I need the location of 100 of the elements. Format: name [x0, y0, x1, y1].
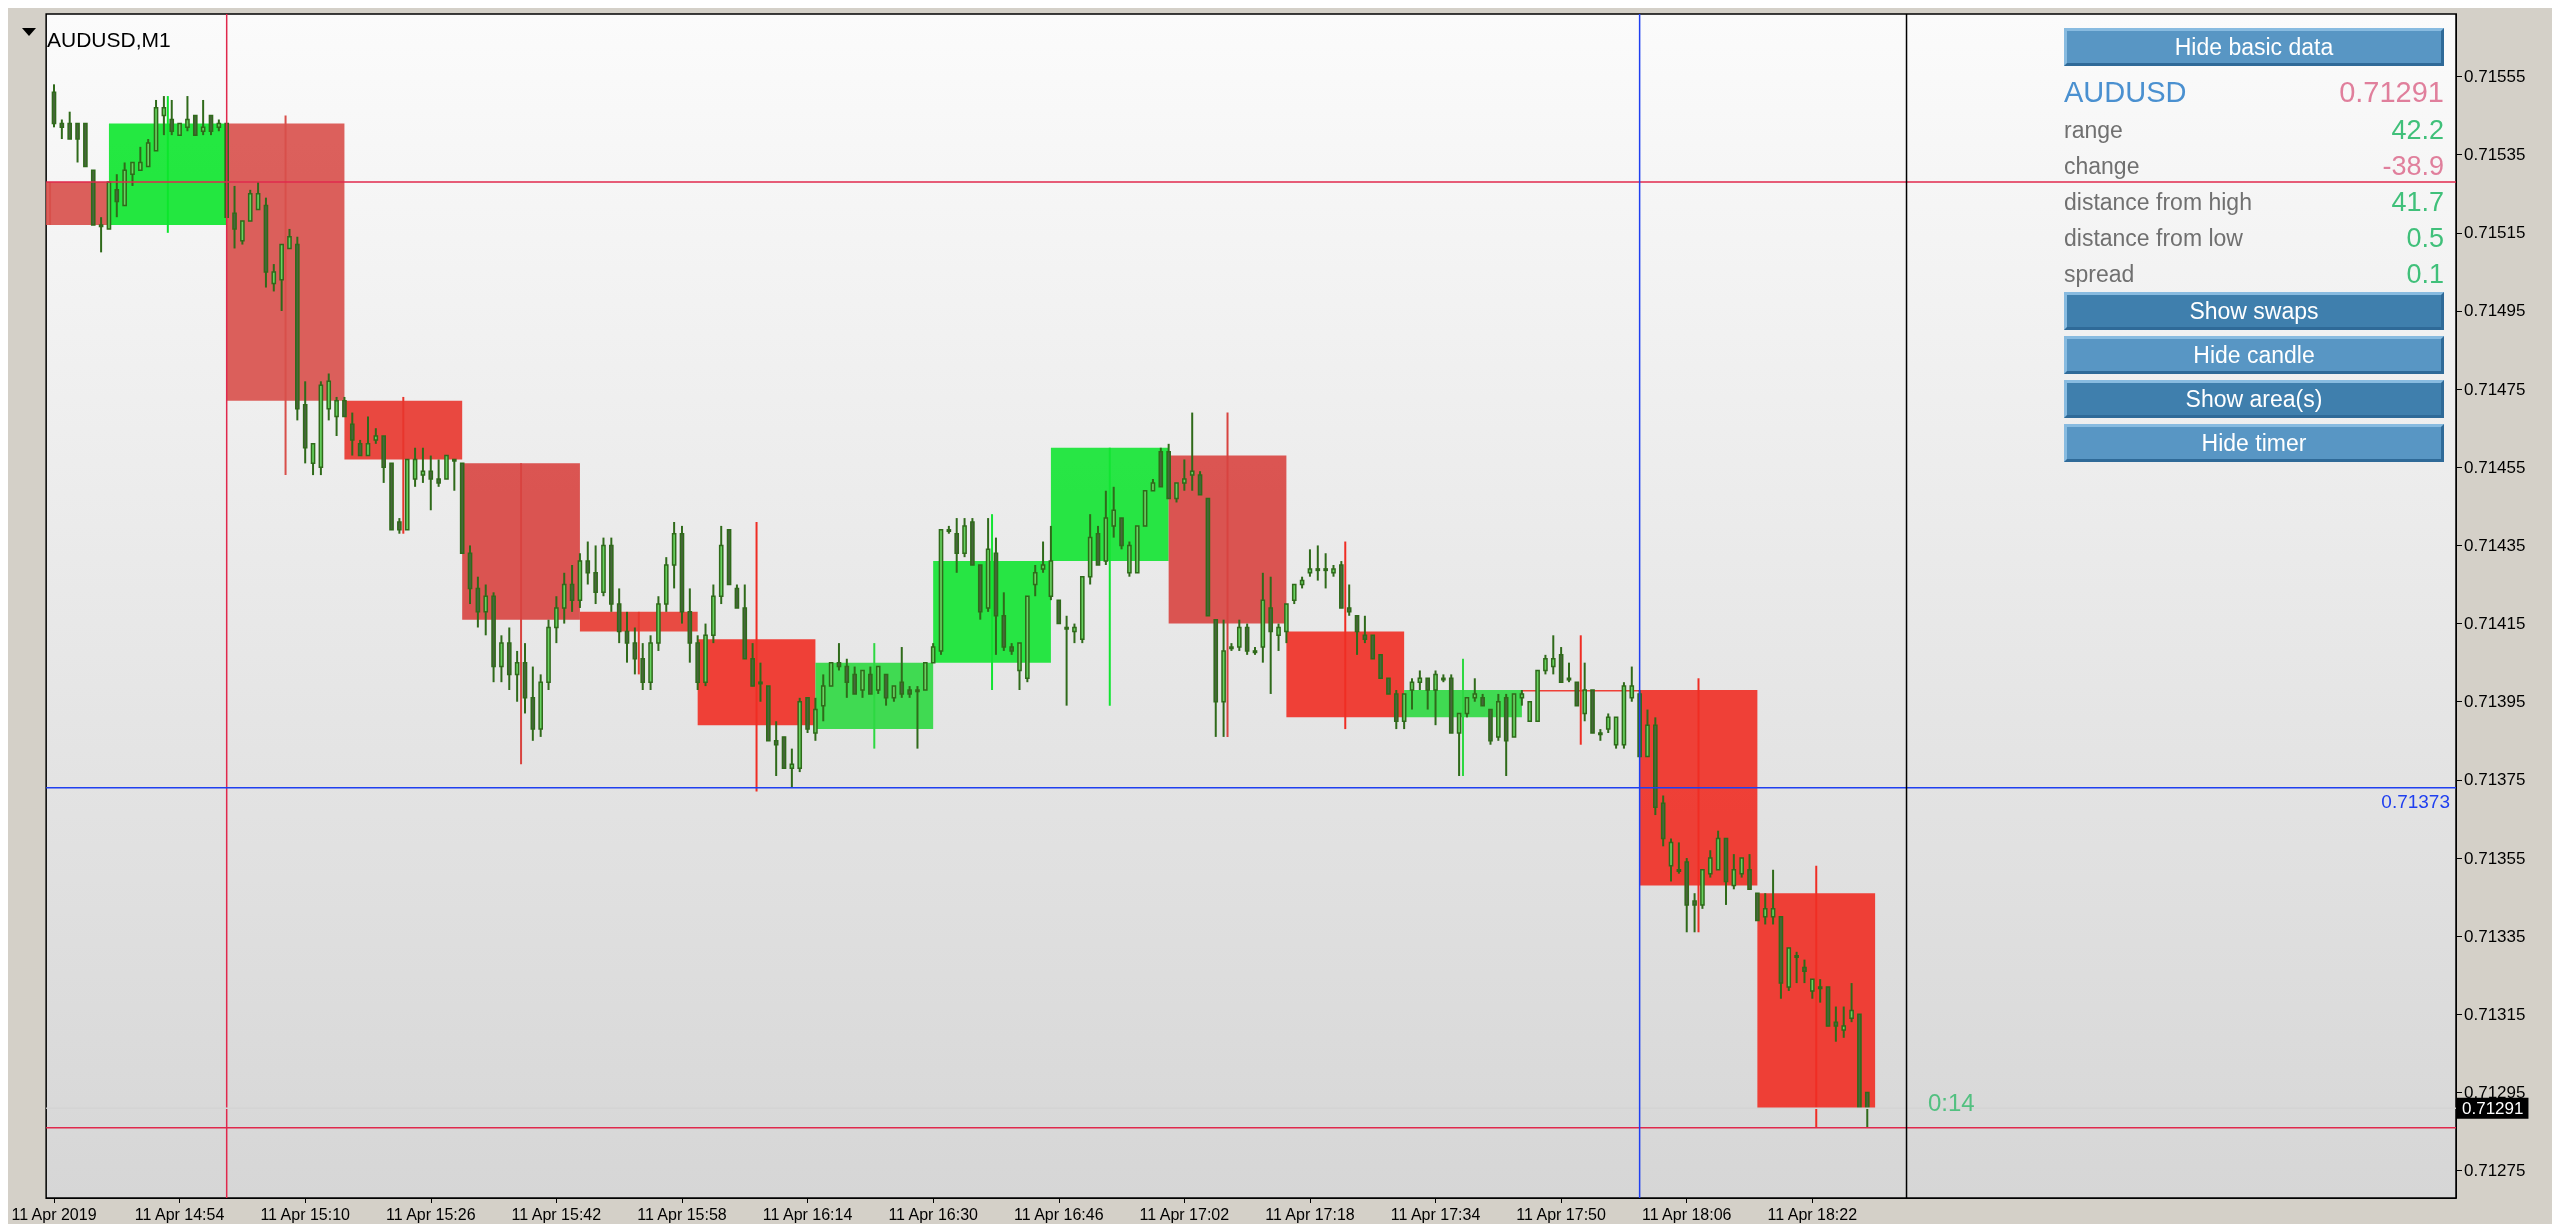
candlestick	[1315, 544, 1321, 582]
button: Hide timer	[2064, 424, 2444, 462]
candlestick	[813, 696, 818, 742]
x-tick-label: 11 Apr 17:50	[1516, 1205, 1607, 1223]
candlestick	[130, 161, 135, 187]
x-tick-label: 11 Apr 17:02	[1139, 1205, 1230, 1223]
candlestick	[1747, 853, 1752, 891]
candlestick	[1707, 849, 1713, 879]
candlestick	[561, 571, 567, 625]
x-tick-label: 11 Apr 17:34	[1390, 1205, 1481, 1223]
candlestick	[452, 458, 457, 492]
x-tick-label: 11 Apr 14:54	[134, 1205, 225, 1223]
candlestick	[1566, 661, 1572, 684]
y-tick-label: 0.71275	[2464, 1161, 2526, 1181]
candlestick	[1762, 892, 1768, 926]
annotation: 42.2	[2391, 114, 2444, 146]
x-tick-label: 11 Apr 2019	[11, 1205, 97, 1223]
candlestick	[342, 395, 347, 418]
candlestick	[1370, 634, 1376, 660]
x-tick-label: 11 Apr 15:58	[637, 1205, 727, 1223]
y-tick-label: 0.71355	[2464, 848, 2526, 868]
candlestick	[1810, 978, 1815, 1000]
candlestick	[1291, 583, 1297, 606]
candlestick	[1378, 654, 1383, 680]
candlestick	[428, 454, 434, 512]
candlestick	[1236, 618, 1242, 652]
candlestick	[1346, 583, 1352, 617]
candlestick	[1739, 857, 1744, 879]
candlestick	[1802, 958, 1807, 985]
x-tick-label: 11 Apr 15:10	[260, 1205, 351, 1223]
candlestick	[1472, 677, 1478, 703]
y-tick-label: 0.71375	[2464, 770, 2526, 790]
candlestick	[1550, 634, 1556, 676]
ref-line-label: 0.71373	[2381, 790, 2450, 812]
candlestick	[192, 114, 198, 136]
button: Hide candle	[2064, 336, 2444, 374]
candlestick	[915, 685, 920, 750]
candlestick	[499, 634, 504, 684]
candlestick	[483, 583, 489, 637]
candlestick	[1307, 548, 1313, 578]
candlestick	[875, 665, 881, 695]
candlestick	[334, 395, 339, 438]
x-tick-label: 11 Apr 18:06	[1641, 1205, 1732, 1223]
candlestick	[1605, 712, 1611, 734]
candlestick	[1527, 700, 1533, 723]
candlestick	[1189, 411, 1195, 492]
candlestick	[1182, 458, 1187, 492]
candlestick	[287, 227, 292, 250]
x-tick-label: 11 Apr 16:46	[1013, 1205, 1104, 1223]
candlestick	[444, 454, 449, 480]
candlestick	[1064, 614, 1069, 707]
candlestick	[169, 98, 175, 137]
candlestick	[585, 540, 591, 586]
candlestick	[138, 145, 143, 172]
y-tick-label: 0.71535	[2464, 145, 2526, 165]
candlestick	[1040, 540, 1046, 574]
candlestick	[420, 446, 426, 484]
candlestick	[1833, 1005, 1839, 1043]
candlestick	[114, 173, 120, 219]
annotation: distance from low	[2064, 224, 2243, 252]
candlestick	[593, 544, 598, 606]
candlestick	[844, 657, 850, 699]
y-tick-label: 0.71315	[2464, 1004, 2526, 1024]
annotation: -38.9	[2382, 150, 2444, 182]
candlestick	[899, 646, 905, 699]
candlestick	[1794, 950, 1799, 985]
candlestick	[1849, 982, 1854, 1024]
button: Show swaps	[2064, 292, 2444, 330]
candlestick	[632, 626, 638, 676]
y-tick-label: 0.71435	[2464, 535, 2526, 555]
candlestick	[1056, 599, 1062, 625]
y-tick-label: 0.71475	[2464, 379, 2526, 399]
annotation: 0:14	[1928, 1088, 1975, 1116]
candlestick	[852, 665, 857, 695]
candlestick	[1574, 681, 1580, 707]
candlestick	[1841, 1005, 1847, 1039]
candlestick	[1072, 622, 1077, 645]
candlestick	[554, 595, 559, 645]
candlestick	[640, 642, 646, 692]
candlestick	[271, 263, 277, 293]
x-tick-label: 11 Apr 16:14	[762, 1205, 853, 1223]
candlestick	[820, 673, 826, 723]
annotation: 0.71291	[2339, 75, 2444, 109]
candlestick	[1409, 677, 1415, 711]
y-tick-label: 0.71415	[2464, 614, 2526, 634]
y-tick-label: 0.71335	[2464, 926, 2526, 946]
candlestick	[145, 138, 151, 168]
button: Show area(s)	[2064, 380, 2444, 418]
candlestick	[1433, 669, 1438, 727]
candlestick	[1676, 841, 1682, 875]
candlestick	[75, 122, 80, 164]
annotation: AUDUSD	[2064, 75, 2187, 109]
candlestick	[954, 517, 960, 574]
candlestick	[1425, 677, 1431, 711]
x-tick-label: 11 Apr 18:22	[1767, 1205, 1858, 1223]
candlestick	[1111, 485, 1117, 539]
candlestick	[67, 110, 73, 141]
candlestick	[1268, 575, 1274, 695]
candlestick	[1817, 978, 1823, 1004]
candlestick	[758, 661, 763, 703]
